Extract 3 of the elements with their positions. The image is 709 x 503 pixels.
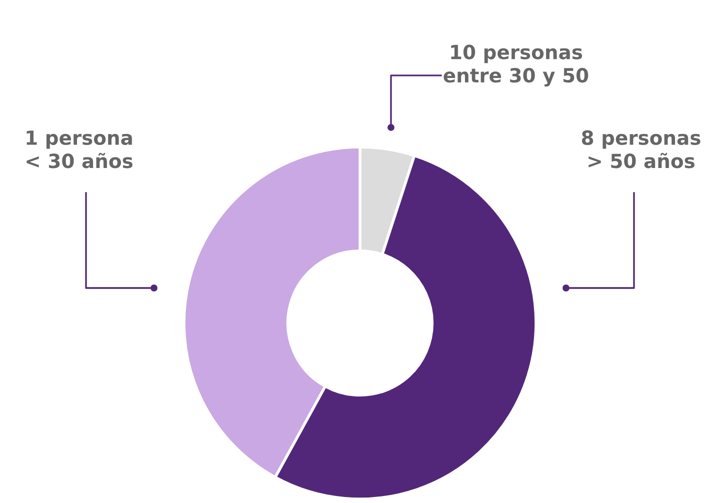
slice-label: 1 persona < 30 años xyxy=(26,130,132,168)
slice-label: 10 personas entre 30 y 50 xyxy=(444,44,588,87)
slice-label: 8 personas > 50 años xyxy=(582,130,700,168)
